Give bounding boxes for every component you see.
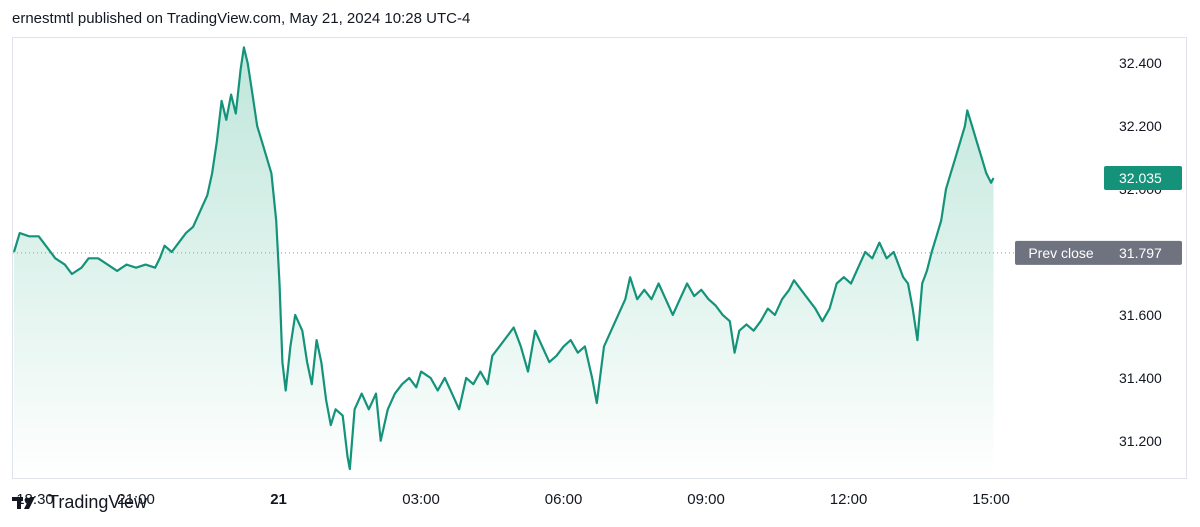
price-tick-label: 31.400 <box>1119 370 1162 386</box>
time-tick-label: 03:00 <box>402 491 440 508</box>
price-tick-label: 32.400 <box>1119 55 1162 71</box>
price-tick-label: 32.200 <box>1119 118 1162 134</box>
tradingview-logo-icon <box>12 494 42 512</box>
price-axis[interactable]: 32.40032.20031.60031.40031.20032.00032.0… <box>1104 38 1188 477</box>
time-tick-label: 09:00 <box>687 491 725 508</box>
time-axis-labels: 18:30 21:00 21 03:00 06:00 09:00 12:00 15:00 <box>16 491 1010 508</box>
tradingview-branding[interactable]: TradingView <box>12 492 147 513</box>
tradingview-brand-text: TradingView <box>48 492 148 512</box>
last-price-badge <box>1104 166 1182 191</box>
time-tick-label: 21 <box>270 491 287 508</box>
prev-close-value-label: 31.797 <box>1119 245 1162 261</box>
price-tick-label: 31.200 <box>1119 433 1162 449</box>
time-axis[interactable]: 18:30 21:00 21 03:00 06:00 09:00 12:00 15:00 <box>13 477 1110 517</box>
time-tick-label: 18:30 <box>16 491 54 508</box>
price-axis-labels: 32.40032.20031.60031.40031.20032.00032.0… <box>1104 55 1182 449</box>
last-price-label: 32.035 <box>1119 170 1162 186</box>
chart-frame: Prev close 32.400 32.200 31.600 31.400 31.20… <box>12 37 1188 508</box>
time-tick-label: 15:00 <box>972 491 1010 508</box>
publish-info: ernestmtl published on TradingView.com, … <box>12 10 471 27</box>
price-chart: Prev close <box>12 46 1110 478</box>
price-tick-label: 31.600 <box>1119 307 1162 323</box>
price-area-fill <box>14 47 994 478</box>
prev-close-value-badge <box>1104 240 1182 265</box>
time-tick-label: 06:00 <box>545 491 583 508</box>
plot-area[interactable]: Prev close <box>12 38 1110 478</box>
time-tick-label: 12:00 <box>830 491 868 508</box>
prev-close-label-badge <box>1015 240 1107 265</box>
prev-close-label: Prev close <box>1028 245 1094 261</box>
time-tick-label: 21:00 <box>117 491 155 508</box>
price-line <box>12 46 995 471</box>
